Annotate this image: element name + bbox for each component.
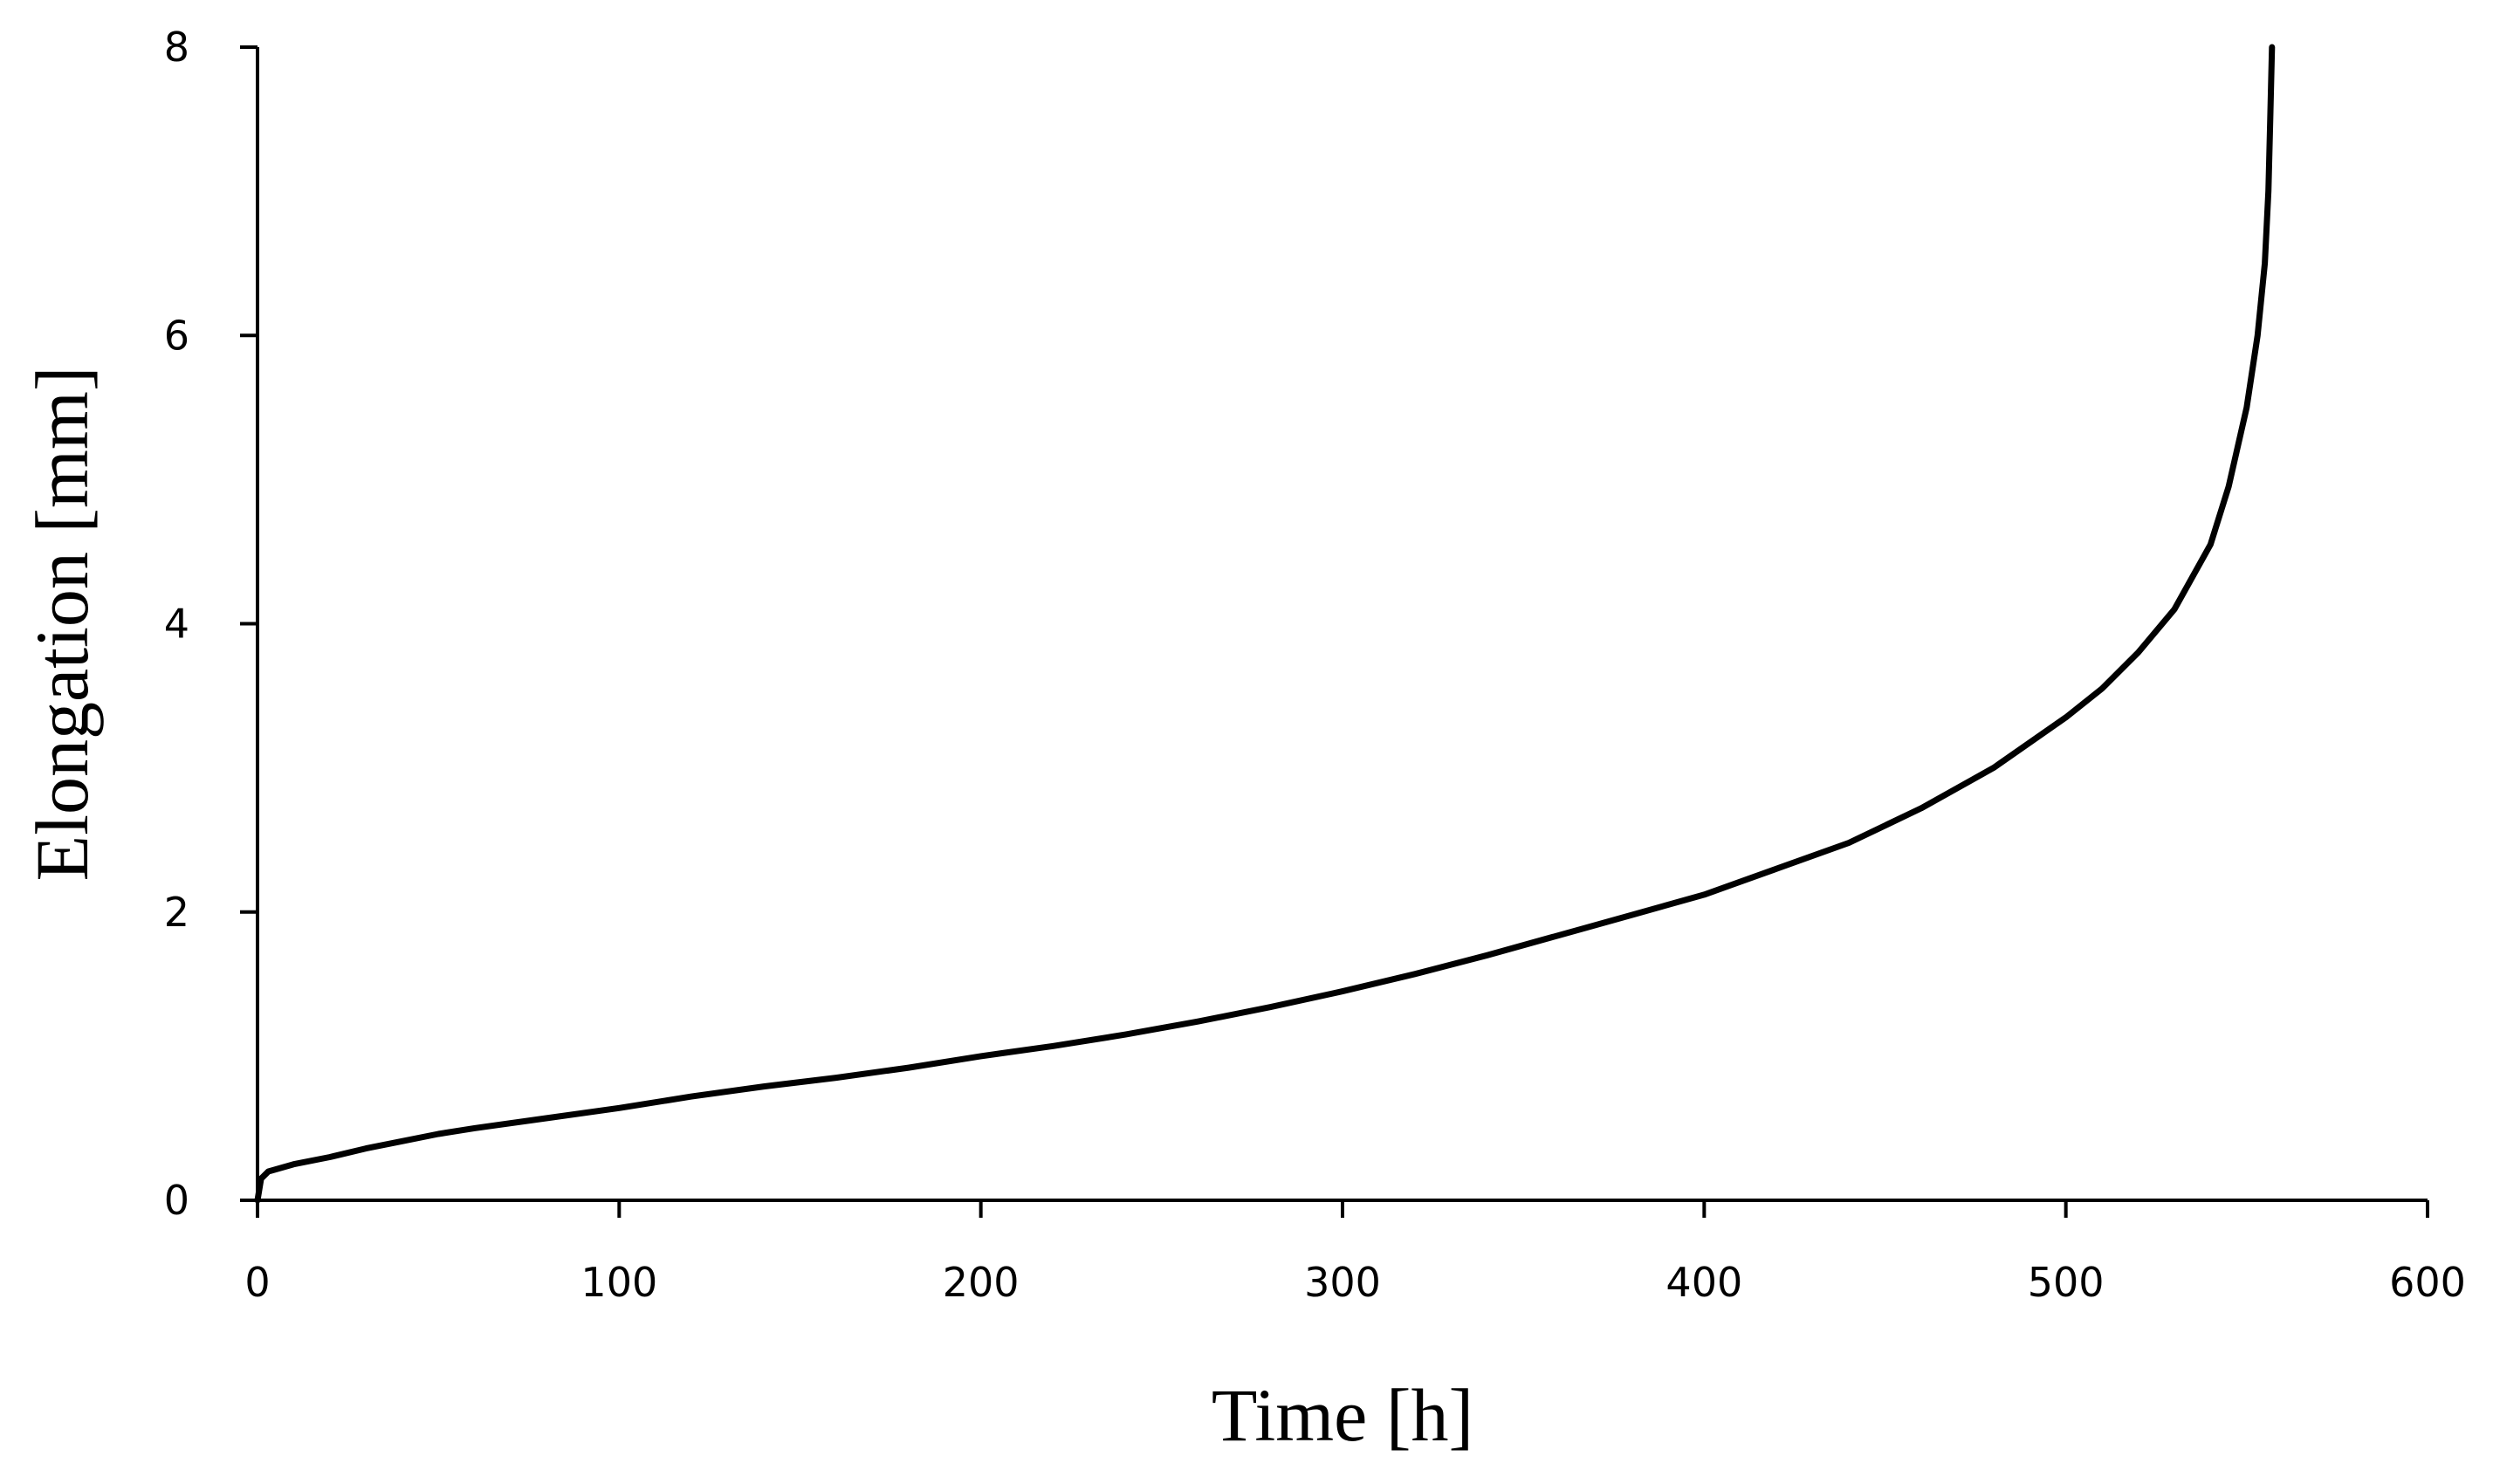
x-tick-label: 500	[2028, 1259, 2105, 1306]
series-line-elongation	[254, 44, 2276, 1204]
x-tick-label: 300	[1304, 1259, 1381, 1306]
x-tick-label: 600	[2389, 1259, 2466, 1306]
y-tick-label: 4	[164, 601, 189, 648]
tick-labels: 0 2 4 6 8 0 100 200 300 400 500 600	[164, 24, 2466, 1306]
x-axis-title: Time [h]	[1212, 1373, 1473, 1457]
series-lines	[254, 44, 2276, 1204]
y-tick-label: 6	[164, 312, 189, 359]
y-axis-title: Elongation [mm]	[20, 367, 104, 882]
x-tick-label: 400	[1665, 1259, 1742, 1306]
y-tick-label: 8	[164, 24, 189, 71]
x-tick-label: 0	[244, 1259, 270, 1306]
y-tick-label: 2	[164, 889, 189, 936]
axes	[256, 47, 2428, 1202]
x-tick-label: 200	[943, 1259, 1020, 1306]
tick-marks	[240, 45, 2429, 1218]
y-tick-label: 0	[164, 1177, 189, 1224]
x-tick-label: 100	[580, 1259, 657, 1306]
